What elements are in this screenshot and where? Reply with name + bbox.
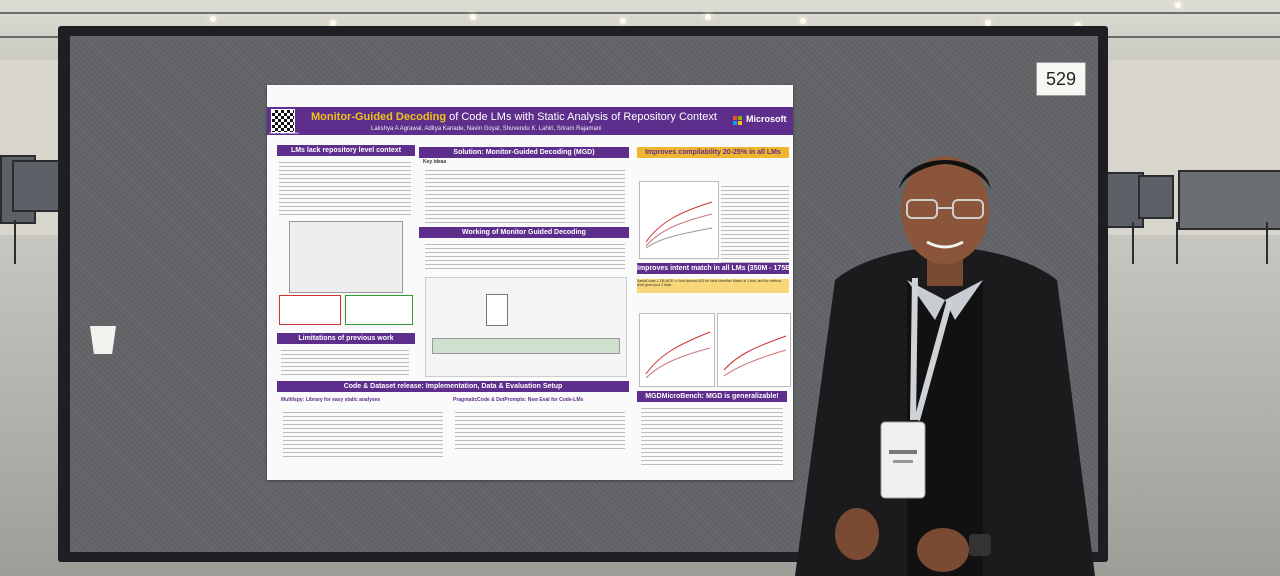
section-heading: Code & Dataset release: Implementation, … (277, 381, 629, 392)
code-available-tag: Code & Data Available (269, 131, 299, 135)
poster-title: Monitor-Guided Decoding of Code LMs with… (311, 111, 717, 123)
compilability-line-plot (639, 181, 719, 259)
section-heading: Solution: Monitor-Guided Decoding (MGD) (419, 147, 629, 158)
diagram-box (279, 295, 341, 325)
intent-match-plot-right (717, 313, 791, 387)
section-heading: Improves compilability 20-25% in all LMs (637, 147, 789, 158)
paper-cup (90, 326, 116, 354)
section-heading: LMs lack repository level context (277, 145, 415, 156)
microsoft-wordmark: Microsoft (746, 114, 787, 124)
subheading: PragmaticCode & DotPrompts: New Eval for… (453, 397, 584, 403)
diagram-box (345, 295, 413, 325)
code-snippet (289, 221, 403, 293)
distant-board (1178, 170, 1280, 230)
section-heading: Limitations of previous work (277, 333, 415, 344)
research-poster: Code & Data Available Monitor-Guided Dec… (267, 85, 793, 480)
distant-board (1138, 175, 1174, 219)
section-heading: Improves intent match in all LMs (350M -… (637, 263, 789, 274)
poster-authors: Lakshya A Agrawal, Aditya Kanade, Navin … (371, 126, 602, 132)
mgd-diagram (425, 277, 627, 377)
microsoft-logo-icon (733, 116, 743, 126)
key-ideas-label: Key ideas (423, 159, 447, 165)
qr-code-icon (271, 109, 295, 133)
section-heading: MGDMicroBench: MGD is generalizable! (637, 391, 787, 402)
intent-match-plot-left (639, 313, 715, 387)
subheading: Multilspy: Library for easy static analy… (281, 397, 381, 403)
presenter (795, 156, 1095, 576)
section-heading: Working of Monitor Guided Decoding (419, 227, 629, 238)
callout-box: SantaCoder-1.1B-MGD >= text-davinci-003 … (637, 279, 789, 293)
poster-header (267, 107, 793, 135)
booth-number-card: 529 (1036, 62, 1086, 96)
